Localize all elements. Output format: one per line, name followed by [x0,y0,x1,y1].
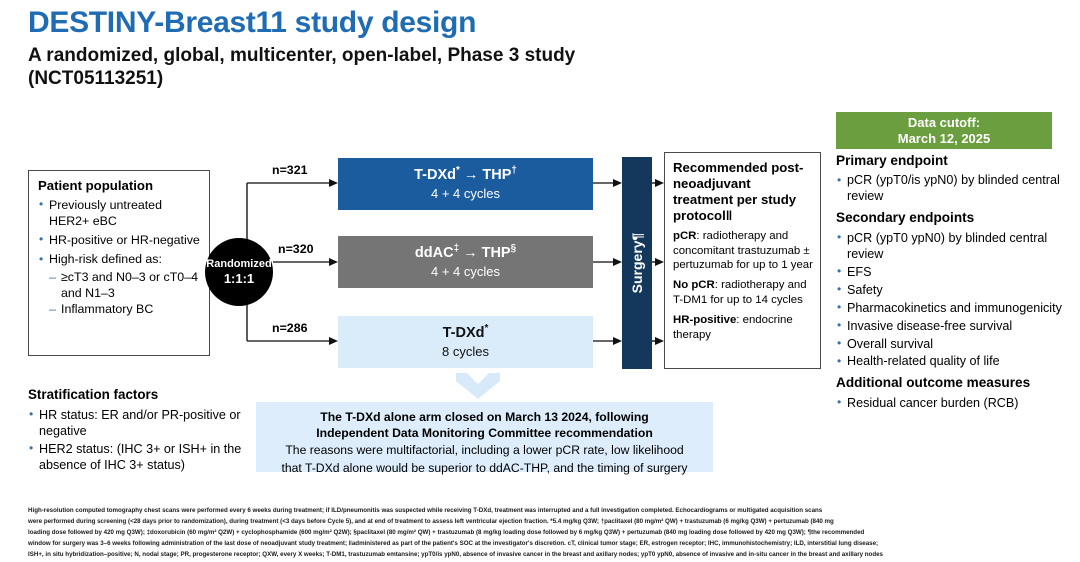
footnotes: High-resolution computed tomography ches… [28,505,1058,560]
footnote-line: were performed during screening (<28 day… [28,518,834,526]
post-neoadjuvant-text: : radiotherapy and T-DM1 for up to 14 cy… [673,279,807,306]
treatment-arm-2-title: ddAC‡ → THP§ [414,243,517,261]
stratification-factors: Stratification factors HR status: ER and… [28,387,243,476]
list-item: Pharmacokinetics and immunogenicity [836,300,1064,317]
treatment-arm-1: T-DXd* → THP† 4 + 4 cycles [338,158,593,210]
arm-closure-note: The T-DXd alone arm closed on March 13 2… [256,402,713,475]
post-neoadjuvant-item: No pCR: radiotherapy and T-DM1 for up to… [673,278,813,307]
page-title: DESTINY-Breast11 study design [28,6,477,39]
list-item: Health-related quality of life [836,354,1064,370]
post-neoadjuvant-item: HR-positive: endocrine therapy [673,313,813,342]
subtitle-line-2: (NCT05113251) [28,68,164,90]
post-neoadjuvant-term: HR-positive [673,314,737,327]
treatment-arm-2: ddAC‡ → THP§ 4 + 4 cycles [338,236,593,288]
data-cutoff-line-2: March 12, 2025 [897,130,991,146]
post-neoadjuvant-term: No pCR [673,279,715,292]
treatment-arm-3-title: T-DXd* [442,323,489,341]
list-item: pCR (ypT0 ypN0) by blinded central revie… [836,230,1064,263]
additional-outcomes-heading: Additional outcome measures [836,375,1031,391]
footnote-line: loading dose followed by 420 mg Q3W); ‡d… [28,529,865,537]
primary-endpoint-list: pCR (ypT0/is ypN0) by blinded central re… [836,173,1064,205]
patient-population-sublist: ≥cT3 and N0–3 or cT0–4 and N1–3 Inflamma… [49,270,201,318]
list-item-label: High-risk defined as: [49,252,162,267]
endpoints-panel: Primary endpoint pCR (ypT0/is ypN0) by b… [836,153,1064,414]
post-neoadjuvant-text: : radiotherapy and concomitant trastuzum… [673,230,813,272]
list-item: High-risk defined as: ≥cT3 and N0–3 or c… [38,252,201,318]
closure-note-line-1: The reasons were multifactorial, includi… [285,443,684,458]
list-item: ≥cT3 and N0–3 or cT0–4 and N1–3 [49,270,201,302]
list-item: EFS [836,264,1064,281]
footnote-line: window for surgery was 3–6 weeks followi… [28,540,879,548]
page-header: DESTINY-Breast11 study design A randomiz… [28,6,848,91]
arm-2-n-label: n=320 [278,242,314,256]
page-subtitle: A randomized, global, multicenter, open-… [28,44,848,91]
treatment-arm-1-title: T-DXd* → THP† [414,165,517,183]
patient-population-box: Patient population Previously untreated … [28,170,210,356]
closure-note-bold-line-2: Independent Data Monitoring Committee re… [316,425,653,440]
footnote-line: High-resolution computed tomography ches… [28,507,823,514]
list-item: HR status: ER and/or PR-positive or nega… [28,407,243,439]
treatment-arm-3-cycles: 8 cycles [442,343,489,359]
stratification-list: HR status: ER and/or PR-positive or nega… [28,407,243,473]
patient-population-heading: Patient population [38,178,154,193]
additional-outcomes-list: Residual cancer burden (RCB) [836,395,1064,412]
secondary-endpoints-heading: Secondary endpoints [836,210,975,226]
data-cutoff-line-1: Data cutoff: [907,114,981,130]
list-item: HR-positive or HR-negative [38,232,201,249]
post-neoadjuvant-text: : endocrine therapy [673,314,793,341]
patient-population-list: Previously untreated HER2+ eBC HR-positi… [38,197,201,318]
secondary-endpoints-list: pCR (ypT0 ypN0) by blinded central revie… [836,230,1064,371]
list-item: Safety [836,282,1064,299]
closure-note-bold-line-1: The T-DXd alone arm closed on March 13 2… [320,410,649,424]
list-item: Residual cancer burden (RCB) [836,395,1064,412]
randomization-label: Randomized [206,257,272,270]
surgery-label: Surgery¶ [629,232,645,294]
footnote-line: ISH+, in situ hybridization–positive; N,… [28,551,883,559]
list-item: pCR (ypT0/is ypN0) by blinded central re… [836,173,1064,205]
list-item: HER2 status: (IHC 3+ or ISH+ in the abse… [28,441,243,473]
post-neoadjuvant-box: Recommended post-neoadjuvant treatment p… [664,152,821,369]
treatment-arm-2-cycles: 4 + 4 cycles [430,263,500,279]
arm-1-n-label: n=321 [272,163,308,177]
arm-3-n-label: n=286 [272,321,308,335]
primary-endpoint-heading: Primary endpoint [836,153,948,168]
list-item: Invasive disease-free survival [836,318,1064,335]
treatment-arm-1-cycles: 4 + 4 cycles [430,185,500,201]
subtitle-line-1: A randomized, global, multicenter, open-… [28,44,576,66]
treatment-arm-3: T-DXd* 8 cycles [338,316,593,368]
randomization-ratio: 1:1:1 [223,270,255,286]
post-neoadjuvant-term: pCR [673,230,697,243]
randomization-node: Randomized 1:1:1 [205,238,273,306]
chevron-down-icon [456,373,500,399]
closure-note-line-2: that T-DXd alone would be superior to dd… [281,460,688,475]
list-item: Previously untreated HER2+ eBC [38,197,201,230]
list-item: Overall survival [836,336,1064,353]
post-neoadjuvant-heading: Recommended post-neoadjuvant treatment p… [673,160,804,223]
surgery-bar: Surgery¶ [622,157,652,369]
data-cutoff-banner: Data cutoff: March 12, 2025 [836,112,1052,149]
post-neoadjuvant-item: pCR: radiotherapy and concomitant trastu… [673,229,813,272]
stratification-heading: Stratification factors [28,387,159,402]
list-item: Inflammatory BC [49,302,201,318]
